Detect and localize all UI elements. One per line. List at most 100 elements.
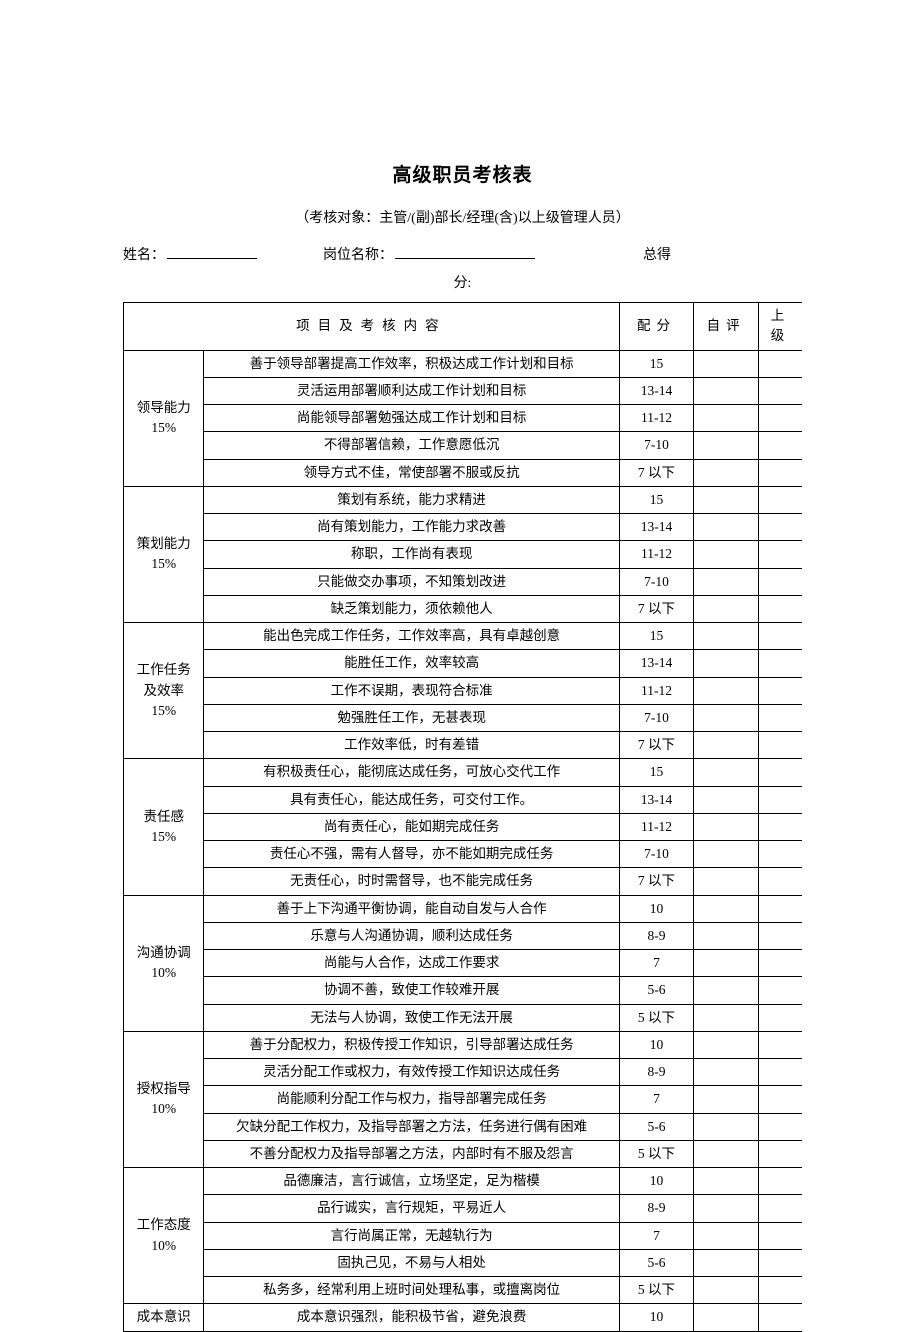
- upper-cell: [758, 813, 802, 840]
- self-cell: [694, 950, 759, 977]
- position-label: 岗位名称：: [323, 244, 393, 264]
- name-field: 姓名：: [123, 243, 323, 264]
- upper-cell: [758, 895, 802, 922]
- upper-cell: [758, 977, 802, 1004]
- self-cell: [694, 568, 759, 595]
- self-cell: [694, 732, 759, 759]
- content-cell: 责任心不强，需有人督导，亦不能如期完成任务: [204, 841, 619, 868]
- upper-cell: [758, 1059, 802, 1086]
- upper-cell: [758, 732, 802, 759]
- upper-cell: [758, 1222, 802, 1249]
- self-cell: [694, 813, 759, 840]
- upper-cell: [758, 1249, 802, 1276]
- table-row: 工作任务及效率15%能出色完成工作任务，工作效率高，具有卓越创意15: [124, 623, 803, 650]
- table-row: 品行诚实，言行规矩，平易近人8-9: [124, 1195, 803, 1222]
- self-cell: [694, 677, 759, 704]
- self-cell: [694, 623, 759, 650]
- content-cell: 具有责任心，能达成任务，可交付工作。: [204, 786, 619, 813]
- table-row: 领导方式不佳，常使部署不服或反抗7 以下: [124, 459, 803, 486]
- content-cell: 工作不误期，表现符合标准: [204, 677, 619, 704]
- score-cell: 15: [619, 759, 693, 786]
- self-cell: [694, 1086, 759, 1113]
- table-row: 固执己见，不易与人相处5-6: [124, 1249, 803, 1276]
- table-row: 领导能力15%善于领导部署提高工作效率，积极达成工作计划和目标15: [124, 350, 803, 377]
- score-cell: 8-9: [619, 922, 693, 949]
- category-cell: 责任感15%: [124, 759, 204, 895]
- position-underline: [395, 243, 535, 259]
- self-cell: [694, 895, 759, 922]
- self-cell: [694, 1249, 759, 1276]
- content-cell: 成本意识强烈，能积极节省，避免浪费: [204, 1304, 619, 1331]
- score-cell: 7-10: [619, 841, 693, 868]
- score-cell: 7 以下: [619, 459, 693, 486]
- table-row: 责任心不强，需有人督导，亦不能如期完成任务7-10: [124, 841, 803, 868]
- score-cell: 11-12: [619, 541, 693, 568]
- score-cell: 7-10: [619, 432, 693, 459]
- table-row: 灵活分配工作或权力，有效传授工作知识达成任务8-9: [124, 1059, 803, 1086]
- upper-cell: [758, 623, 802, 650]
- total-label: 总得: [643, 244, 671, 264]
- score-cell: 10: [619, 1031, 693, 1058]
- score-cell: 7 以下: [619, 868, 693, 895]
- table-row: 具有责任心，能达成任务，可交付工作。13-14: [124, 786, 803, 813]
- score-cell: 15: [619, 486, 693, 513]
- self-cell: [694, 541, 759, 568]
- category-cell: 授权指导10%: [124, 1031, 204, 1167]
- upper-cell: [758, 786, 802, 813]
- upper-cell: [758, 350, 802, 377]
- score-cell: 13-14: [619, 786, 693, 813]
- self-cell: [694, 595, 759, 622]
- upper-cell: [758, 650, 802, 677]
- score-cell: 10: [619, 1304, 693, 1331]
- self-cell: [694, 704, 759, 731]
- self-cell: [694, 459, 759, 486]
- upper-cell: [758, 432, 802, 459]
- score-cell: 7-10: [619, 568, 693, 595]
- content-cell: 尚有责任心，能如期完成任务: [204, 813, 619, 840]
- table-row: 缺乏策划能力，须依赖他人7 以下: [124, 595, 803, 622]
- upper-cell: [758, 1168, 802, 1195]
- category-cell: 成本意识: [124, 1304, 204, 1331]
- header-self: 自评: [694, 303, 759, 351]
- content-cell: 尚能顺利分配工作与权力，指导部署完成任务: [204, 1086, 619, 1113]
- category-cell: 策划能力15%: [124, 486, 204, 622]
- table-row: 称职，工作尚有表现11-12: [124, 541, 803, 568]
- content-cell: 灵活分配工作或权力，有效传授工作知识达成任务: [204, 1059, 619, 1086]
- table-row: 无法与人协调，致使工作无法开展5 以下: [124, 1004, 803, 1031]
- table-row: 尚有策划能力，工作能力求改善13-14: [124, 514, 803, 541]
- score-cell: 5 以下: [619, 1140, 693, 1167]
- content-cell: 尚能与人合作，达成工作要求: [204, 950, 619, 977]
- self-cell: [694, 1059, 759, 1086]
- self-cell: [694, 514, 759, 541]
- category-cell: 领导能力15%: [124, 350, 204, 486]
- upper-cell: [758, 950, 802, 977]
- upper-cell: [758, 922, 802, 949]
- upper-cell: [758, 841, 802, 868]
- category-cell: 工作态度10%: [124, 1168, 204, 1304]
- content-cell: 善于上下沟通平衡协调，能自动自发与人合作: [204, 895, 619, 922]
- content-cell: 勉强胜任工作，无甚表现: [204, 704, 619, 731]
- upper-cell: [758, 677, 802, 704]
- score-cell: 5-6: [619, 977, 693, 1004]
- content-cell: 乐意与人沟通协调，顺利达成任务: [204, 922, 619, 949]
- score-label: 分:: [123, 272, 802, 292]
- upper-cell: [758, 704, 802, 731]
- score-cell: 5 以下: [619, 1277, 693, 1304]
- score-cell: 11-12: [619, 405, 693, 432]
- content-cell: 善于领导部署提高工作效率，积极达成工作计划和目标: [204, 350, 619, 377]
- table-row: 言行尚属正常，无越轨行为7: [124, 1222, 803, 1249]
- table-row: 工作效率低，时有差错7 以下: [124, 732, 803, 759]
- table-row: 能胜任工作，效率较高13-14: [124, 650, 803, 677]
- self-cell: [694, 1140, 759, 1167]
- form-row: 姓名： 岗位名称： 总得: [123, 243, 802, 264]
- self-cell: [694, 432, 759, 459]
- evaluation-table: 项目及考核内容 配分 自评 上级 领导能力15%善于领导部署提高工作效率，积极达…: [123, 302, 802, 1332]
- content-cell: 能胜任工作，效率较高: [204, 650, 619, 677]
- self-cell: [694, 1031, 759, 1058]
- table-row: 工作不误期，表现符合标准11-12: [124, 677, 803, 704]
- table-row: 授权指导10%善于分配权力，积极传授工作知识，引导部署达成任务10: [124, 1031, 803, 1058]
- upper-cell: [758, 759, 802, 786]
- self-cell: [694, 868, 759, 895]
- score-cell: 8-9: [619, 1195, 693, 1222]
- score-cell: 5-6: [619, 1249, 693, 1276]
